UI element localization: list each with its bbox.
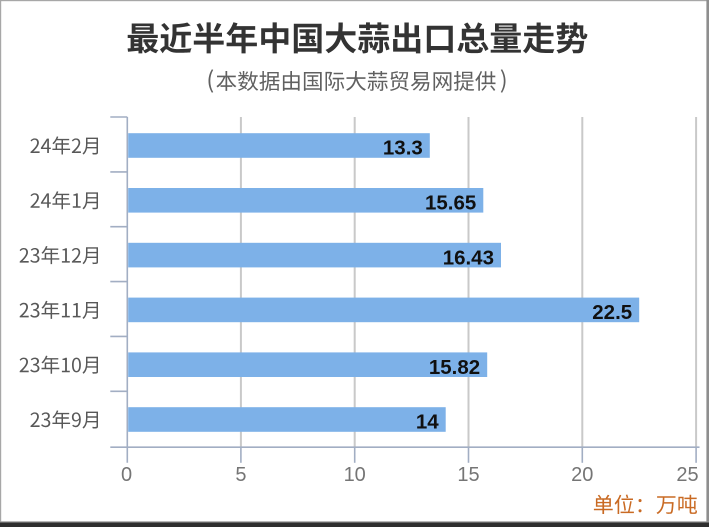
- svg-text:25: 25: [676, 464, 698, 486]
- svg-text:10: 10: [344, 464, 366, 486]
- svg-text:20: 20: [571, 464, 593, 486]
- svg-text:15.65: 15.65: [425, 192, 476, 215]
- svg-text:5: 5: [235, 464, 246, 486]
- svg-text:16.43: 16.43: [443, 246, 494, 269]
- svg-text:15.82: 15.82: [429, 356, 480, 379]
- svg-text:14: 14: [416, 411, 439, 434]
- svg-text:0: 0: [121, 464, 132, 486]
- svg-text:15: 15: [457, 464, 479, 486]
- svg-text:22.5: 22.5: [592, 301, 632, 324]
- svg-text:13.3: 13.3: [383, 137, 423, 160]
